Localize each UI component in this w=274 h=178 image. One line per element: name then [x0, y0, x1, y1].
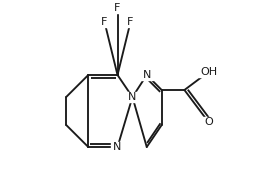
Bar — [112, 3, 124, 13]
Bar — [98, 17, 111, 27]
Bar — [124, 17, 136, 27]
Bar — [202, 117, 215, 127]
Text: O: O — [204, 117, 213, 127]
Bar — [198, 67, 218, 77]
Text: N: N — [128, 92, 137, 102]
Text: F: F — [127, 17, 134, 27]
Bar — [141, 70, 153, 80]
Text: F: F — [114, 3, 121, 13]
Text: OH: OH — [200, 67, 217, 77]
Text: N: N — [142, 70, 151, 80]
Bar — [112, 142, 124, 152]
Text: F: F — [101, 17, 108, 27]
Text: N: N — [113, 142, 122, 152]
Bar — [126, 92, 138, 102]
